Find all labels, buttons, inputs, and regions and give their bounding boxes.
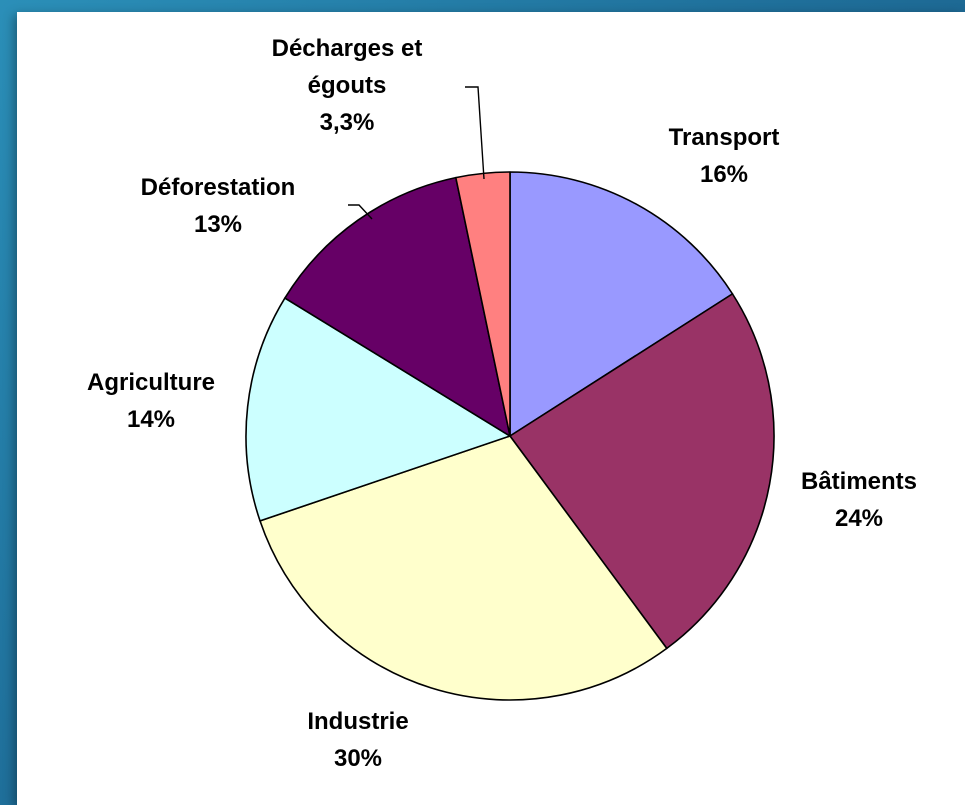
slice-name-label-industrie: Industrie (307, 708, 408, 735)
slice-name-label-decharges-et: Décharges et (272, 35, 423, 62)
slice-name-label-agriculture: Agriculture (87, 369, 215, 396)
slice-value-label-transport: 16% (700, 161, 748, 188)
slice-name-label-decharges-et: égouts (308, 72, 387, 99)
slice-value-label-industrie: 30% (334, 745, 382, 772)
pie-slice-deforestation (284, 176, 511, 437)
chart-panel: Transport 16% Bâtiments 24% Industrie 30% Agri… (17, 12, 965, 805)
pie-slice-batiments (509, 293, 775, 650)
slice-name-label-deforestation: Déforestation (141, 174, 296, 201)
slice-name-label-batiments: Bâtiments (801, 468, 917, 495)
pie-slice-transport (509, 171, 734, 437)
slice-name-label-transport: Transport (669, 124, 780, 151)
slice-value-label-deforestation: 13% (194, 211, 242, 238)
pie-chart: Transport 16% Bâtiments 24% Industrie 30% Agri… (87, 35, 917, 772)
pie-slice-industrie (259, 435, 668, 701)
pie-slice-agriculture (245, 297, 511, 522)
slice-value-label-agriculture: 14% (127, 406, 175, 433)
leader-line-deforestation (348, 204, 373, 220)
leader-line-decharges-et (465, 86, 485, 180)
slice-value-label-batiments: 24% (835, 505, 883, 532)
slice-value-label-decharges-et: 3,3% (320, 109, 375, 136)
pie-slice-decharges-et (455, 171, 511, 437)
